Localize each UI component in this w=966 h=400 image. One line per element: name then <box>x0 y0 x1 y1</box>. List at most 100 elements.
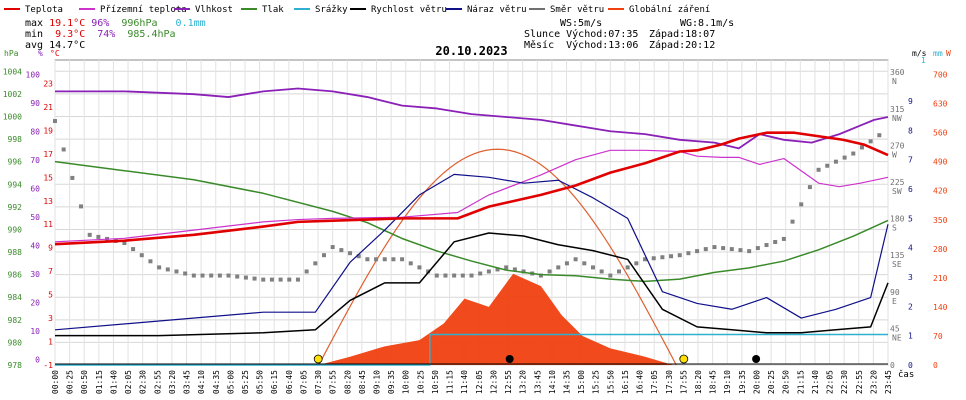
x-tick-label: 19:10 <box>723 370 732 394</box>
x-tick-label: 05:00 <box>226 370 235 394</box>
winddir-point <box>356 254 361 259</box>
tick-radiation: 210 <box>933 274 948 283</box>
x-tick-label: 17:55 <box>679 370 688 394</box>
winddir-point <box>348 251 353 256</box>
stats-avg-row: avg 14.7°C <box>25 40 85 51</box>
winddir-point <box>226 273 231 278</box>
winddir-point <box>96 234 101 239</box>
winddir-point <box>460 273 465 278</box>
x-tick-label: 00:25 <box>66 370 75 394</box>
x-tick-label: 02:30 <box>139 370 148 394</box>
winddir-point <box>252 276 257 281</box>
series-temperature <box>54 131 889 246</box>
x-tick-label: 02:05 <box>124 370 133 394</box>
winddir-point <box>278 277 283 282</box>
x-tick-label: 19:35 <box>738 370 747 394</box>
winddir-point <box>434 273 439 278</box>
tick-windspeed: 5 <box>908 214 913 223</box>
winddir-point <box>165 267 170 272</box>
winddir-point <box>79 204 84 209</box>
x-tick-label: 22:30 <box>840 370 849 394</box>
winddir-point <box>148 259 153 264</box>
winddir-point <box>174 269 179 274</box>
x-tick-label: 18:45 <box>709 370 718 394</box>
tick-radiation: 420 <box>933 187 948 196</box>
tick-radiation: 70 <box>933 332 943 341</box>
unit-mm: mm <box>933 49 943 58</box>
series-winddir <box>53 119 882 282</box>
x-tick-label: 03:20 <box>168 370 177 394</box>
winddir-point <box>304 269 309 274</box>
winddir-point <box>686 251 691 256</box>
legend: Teplota Přízemní teplota Vlhkost Tlak Srážky… <box>0 0 966 16</box>
stats-max-press: 996hPa <box>121 18 158 29</box>
winddir-point <box>634 261 639 266</box>
x-tick-label: 00:50 <box>80 370 89 394</box>
x-tick-label: 17:05 <box>650 370 659 394</box>
tick-temperature: 17 <box>43 150 53 159</box>
winddir-point <box>573 257 578 262</box>
x-tick-label: 18:20 <box>694 370 703 394</box>
winddir-point <box>486 269 491 274</box>
winddir-point <box>729 247 734 252</box>
stats-max-label: max <box>25 18 44 29</box>
stats-max-hum: 96% <box>91 18 110 29</box>
tick-radiation: 490 <box>933 158 948 167</box>
tick-temperature: 7 <box>48 267 53 276</box>
winddir-point <box>747 249 752 254</box>
winddir-point <box>295 277 300 282</box>
winddir-point <box>417 265 422 270</box>
tick-pressure: 1002 <box>3 90 22 99</box>
x-tick-label: 08:45 <box>358 370 367 394</box>
stats-avg-temp: 14.7°C <box>49 40 86 51</box>
winddir-point <box>330 245 335 250</box>
winddir-point <box>816 167 821 172</box>
winddir-point <box>564 261 569 266</box>
winddir-point <box>200 273 205 278</box>
tick-pressure: 982 <box>8 316 23 325</box>
winddir-point <box>721 246 726 251</box>
legend-svg: Teplota Přízemní teplota Vlhkost Tlak Srážky… <box>4 5 710 15</box>
winddir-point <box>235 274 240 279</box>
tick-temperature: 11 <box>43 220 53 229</box>
tick-windspeed: 6 <box>908 185 913 194</box>
stats-min-temp: 9.3°C <box>55 29 86 40</box>
tick-windspeed: 4 <box>908 244 913 253</box>
x-tick-label: 09:35 <box>387 370 396 394</box>
x-tick-label: 15:50 <box>606 370 615 394</box>
winddir-point <box>339 248 344 253</box>
tick-windspeed: 8 <box>908 126 913 135</box>
winddir-point <box>538 273 543 278</box>
x-tick-label: 05:50 <box>256 370 265 394</box>
tick-temperature: 3 <box>48 314 53 323</box>
winddir-point <box>504 265 509 270</box>
x-tick-label: 01:40 <box>109 370 118 394</box>
tick-pressure: 992 <box>8 203 23 212</box>
winddir-point <box>799 202 804 207</box>
sunrise-marker <box>313 354 323 364</box>
tick-temperature: 23 <box>43 79 53 88</box>
info-sun-set: Západ:18:07 <box>649 29 716 40</box>
x-axis-unit: čas <box>898 369 914 380</box>
x-tick-label: 12:30 <box>489 370 498 394</box>
tick-winddir-name: SW <box>892 187 902 196</box>
tick-radiation: 280 <box>933 245 948 254</box>
unit-pct: % <box>38 49 43 58</box>
stats-avg-label: avg <box>25 40 44 51</box>
sunset-marker <box>679 354 689 364</box>
tick-winddir-name: NW <box>892 114 902 123</box>
winddir-point <box>590 265 595 270</box>
stats-min-hum: 74% <box>97 29 116 40</box>
x-tick-label: 23:45 <box>884 370 893 394</box>
x-tick-label: 10:00 <box>402 370 411 394</box>
tick-windspeed: 3 <box>908 273 913 282</box>
legend-label: Vlhkost <box>195 5 233 15</box>
winddir-point <box>547 269 552 274</box>
winddir-point <box>408 261 413 266</box>
tick-winddir-name: SE <box>892 260 902 269</box>
winddir-point <box>443 273 448 278</box>
tick-humidity: 0 <box>35 355 40 364</box>
x-tick-label: 20:25 <box>767 370 776 394</box>
stats-max-rain: 0.1mm <box>175 18 206 29</box>
